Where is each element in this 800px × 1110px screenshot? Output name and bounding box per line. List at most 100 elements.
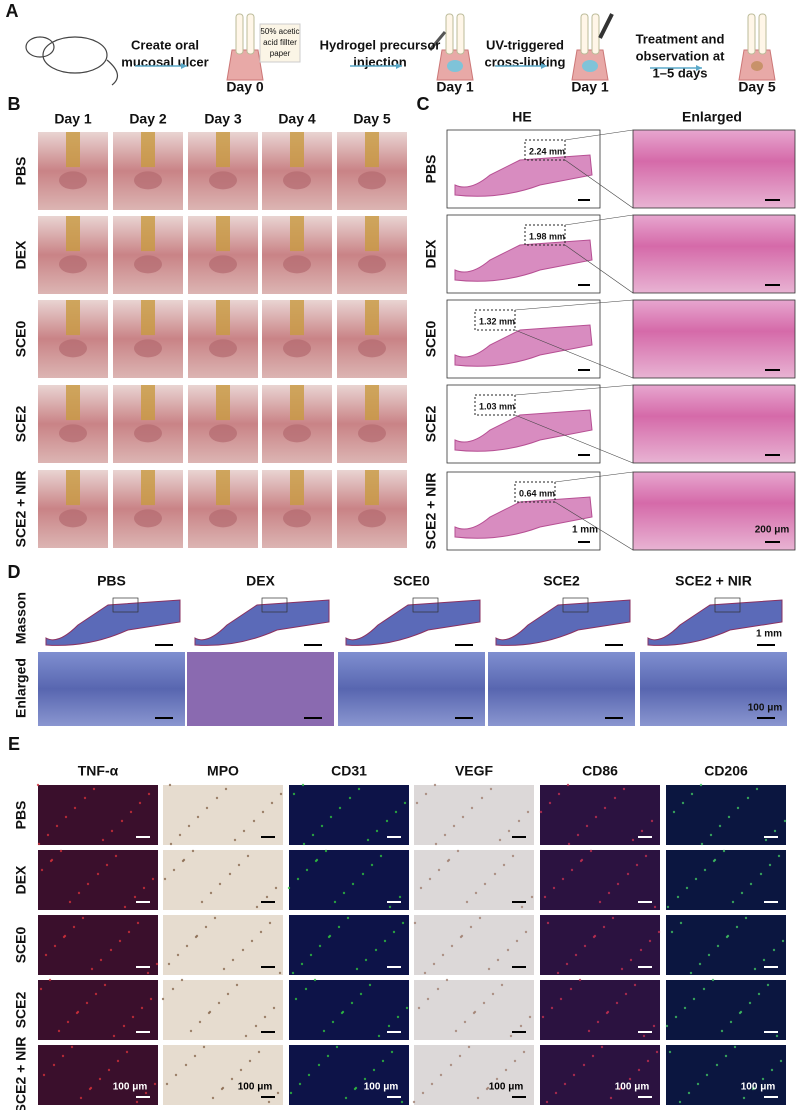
tooth — [246, 13, 255, 55]
stain-speck — [473, 1010, 477, 1014]
tooth-strip — [216, 470, 230, 506]
stain-speck — [624, 992, 628, 996]
scale-label: 1 mm — [572, 525, 598, 536]
ulcer-site — [358, 255, 386, 274]
stain-speck — [213, 916, 217, 920]
tooth — [758, 13, 767, 55]
tooth-strip — [141, 216, 155, 252]
zoom-line — [514, 414, 634, 464]
stain-speck — [482, 1001, 486, 1005]
stain-speck — [151, 877, 155, 881]
stain-speck — [687, 1091, 691, 1095]
mouse-head — [25, 36, 55, 58]
stain-speck — [598, 900, 602, 904]
stain-speck — [639, 948, 643, 952]
stain-speck — [70, 1045, 74, 1049]
column-header: CD206 — [704, 763, 748, 779]
stain-speck — [301, 783, 305, 787]
arrow-head — [696, 65, 702, 71]
stain-speck — [68, 900, 72, 904]
stain-speck — [781, 939, 785, 943]
stain-speck — [640, 829, 644, 833]
stain-speck — [208, 1010, 212, 1014]
stain-speck — [176, 953, 180, 957]
stain-speck — [354, 1086, 358, 1090]
ulcer-site — [134, 171, 162, 190]
stain-speck — [298, 1082, 302, 1086]
stain-speck — [603, 806, 607, 810]
zoom-box — [412, 597, 439, 613]
stain-speck — [699, 783, 703, 787]
stain-speck — [233, 838, 237, 842]
stain-speck — [366, 838, 370, 842]
stain-speck — [672, 810, 676, 814]
row-label: DEX — [13, 865, 29, 894]
stain-speck — [696, 1082, 700, 1086]
stain-speck — [263, 1015, 267, 1019]
stain-speck — [768, 863, 772, 867]
stain-speck — [676, 895, 680, 899]
measure-box — [524, 139, 566, 161]
stain-speck — [458, 1054, 462, 1058]
stain-speck — [333, 900, 337, 904]
stain-speck — [394, 810, 398, 814]
stain-speck — [224, 787, 228, 791]
stain-speck — [81, 916, 85, 920]
stain-speck — [291, 971, 295, 975]
stain-speck — [452, 824, 456, 828]
stain-image — [666, 850, 786, 910]
stain-image — [666, 980, 786, 1040]
day-label: Day 1 — [436, 79, 474, 95]
stain-speck — [55, 824, 59, 828]
tooth — [591, 13, 600, 55]
masson-tissue — [345, 599, 481, 646]
stain-speck — [48, 978, 52, 982]
stain-speck — [178, 833, 182, 837]
tooth — [456, 13, 465, 55]
stain-speck — [118, 939, 122, 943]
zoom-line — [564, 244, 634, 294]
stain-speck — [99, 958, 103, 962]
stain-speck — [757, 992, 761, 996]
arrow-head — [181, 63, 187, 69]
row-label: SCE2 + NIR — [13, 1037, 29, 1110]
stain-speck — [522, 1050, 526, 1054]
tissue — [454, 239, 593, 282]
stain-image — [163, 785, 283, 845]
stain-speck — [567, 842, 571, 846]
stain-speck — [511, 854, 515, 858]
arrow-head — [541, 63, 547, 69]
stain-speck — [147, 792, 151, 796]
stain-speck — [209, 891, 213, 895]
stain-speck — [569, 987, 573, 991]
stain-speck — [449, 1063, 453, 1067]
column-header: PBS — [97, 573, 126, 589]
zoom-line — [514, 384, 634, 396]
stain-image — [414, 980, 534, 1040]
ulcer-site — [59, 255, 87, 274]
stain-speck — [749, 882, 753, 886]
ulcer-site — [134, 255, 162, 274]
stain-speck — [246, 854, 250, 858]
stain-speck — [761, 1077, 765, 1081]
stain-speck — [304, 987, 308, 991]
stain-speck — [149, 997, 153, 1001]
stain-speck — [387, 1024, 391, 1028]
tooth-strip — [141, 300, 155, 336]
zoom-line — [554, 471, 634, 483]
stain-speck — [679, 921, 683, 925]
stain-speck — [341, 1010, 345, 1014]
stain-speck — [445, 978, 449, 982]
stain-speck — [140, 1006, 144, 1010]
measure-box — [474, 309, 516, 331]
stain-speck — [237, 863, 241, 867]
stain-speck — [443, 833, 447, 837]
stain-speck — [37, 842, 41, 846]
stain-speck — [120, 819, 124, 823]
step-text: observation at — [636, 48, 726, 63]
stain-image — [38, 1045, 158, 1105]
row-label: DEX — [423, 239, 439, 268]
stain-speck — [554, 1091, 558, 1095]
measurement: 1.98 mm — [529, 231, 565, 241]
stain-speck — [487, 967, 491, 971]
